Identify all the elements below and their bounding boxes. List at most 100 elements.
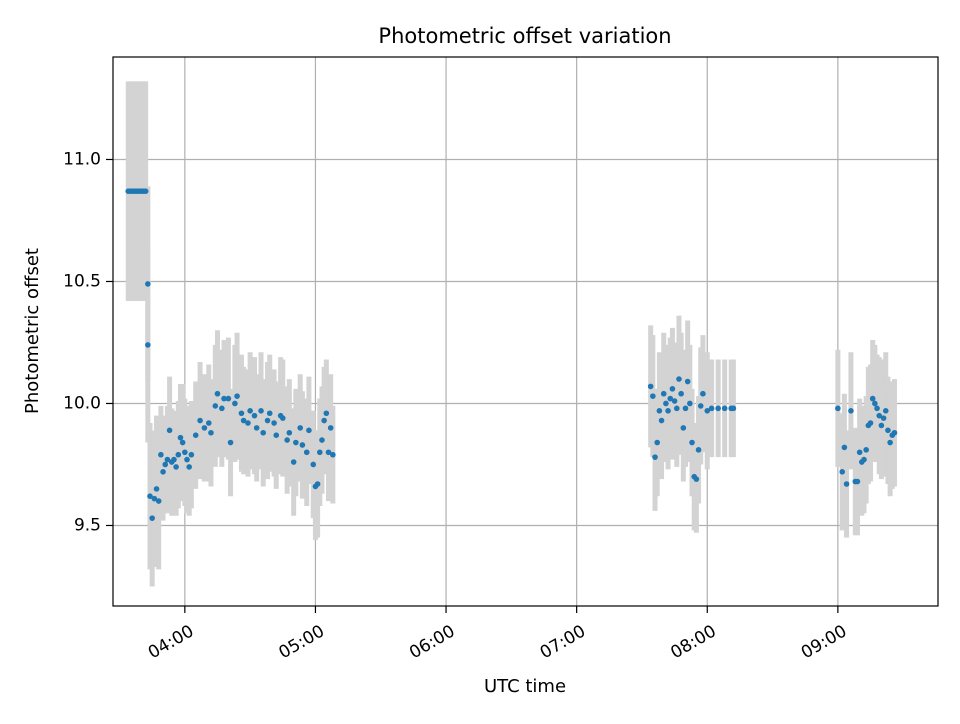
data-point: [153, 486, 160, 492]
data-point: [647, 383, 654, 390]
y-axis-label: Photometric offset: [22, 248, 43, 414]
grid-lines: [113, 57, 938, 606]
data-point: [227, 439, 234, 446]
x-tick-label: 09:00: [798, 621, 850, 663]
data-point: [155, 498, 162, 504]
data-point: [182, 449, 188, 456]
data-point: [297, 425, 304, 431]
data-point: [654, 439, 660, 446]
data-point: [684, 378, 691, 385]
x-tick-label: 08:00: [667, 621, 719, 663]
data-point: [310, 461, 317, 468]
data-point: [658, 417, 665, 424]
data-point: [667, 395, 674, 402]
data-point: [856, 449, 863, 456]
y-tick-label: 10.5: [63, 271, 101, 291]
data-point: [284, 437, 290, 443]
data-point: [708, 405, 715, 412]
data-point: [299, 442, 306, 448]
data-point: [878, 422, 885, 429]
data-point: [680, 425, 687, 431]
data-point: [880, 415, 887, 421]
data-point: [314, 481, 321, 487]
data-point: [689, 439, 695, 446]
data-point: [142, 188, 149, 194]
data-point: [325, 449, 332, 456]
data-point: [149, 515, 155, 521]
data-point: [179, 439, 186, 446]
data-point: [219, 405, 225, 412]
data-point: [700, 390, 706, 397]
data-point: [279, 415, 286, 421]
data-point: [221, 395, 227, 402]
data-point: [286, 429, 293, 436]
data-point: [166, 427, 173, 434]
data-point: [293, 439, 299, 446]
data-point: [848, 408, 854, 414]
data-point: [665, 408, 671, 414]
data-point: [175, 451, 182, 458]
y-tick-label: 9.5: [74, 515, 101, 535]
data-point: [234, 393, 240, 399]
data-point: [319, 437, 325, 443]
x-tick-label: 07:00: [537, 621, 589, 663]
data-point: [238, 410, 245, 417]
data-point: [316, 449, 323, 456]
data-point: [656, 408, 663, 414]
data-point: [264, 417, 271, 424]
data-point: [258, 408, 264, 414]
x-tick-label: 06:00: [406, 621, 458, 663]
data-point: [214, 390, 221, 397]
plot-frame: [112, 56, 939, 607]
data-point: [205, 420, 212, 426]
data-point: [232, 400, 238, 407]
data-point: [323, 410, 330, 417]
data-point: [697, 403, 704, 409]
x-axis-label: UTC time: [484, 676, 566, 697]
data-point: [839, 469, 846, 475]
data-point: [867, 420, 874, 426]
data-point: [201, 425, 208, 431]
data-point: [887, 439, 893, 446]
data-point: [660, 390, 667, 397]
data-point: [188, 451, 195, 458]
data-point: [841, 444, 848, 451]
x-axis-ticks: 04:00 05:00 06:00 07:00 08:00 09:00: [145, 606, 850, 663]
data-point: [327, 425, 334, 431]
data-point: [671, 398, 678, 404]
data-point: [872, 400, 878, 407]
data-point: [208, 429, 214, 436]
data-point: [676, 376, 682, 382]
error-bars: [125, 81, 897, 587]
chart-title: Photometric offset variation: [378, 24, 671, 48]
data-point: [290, 459, 297, 465]
data-point: [652, 454, 658, 460]
data-point: [704, 408, 711, 414]
y-tick-label: 11.0: [63, 149, 101, 169]
data-point: [162, 461, 169, 468]
data-point: [184, 456, 190, 463]
data-point: [158, 451, 164, 458]
data-point: [164, 456, 171, 463]
data-point: [240, 417, 247, 424]
data-point: [863, 447, 869, 453]
data-point: [251, 412, 258, 419]
data-point: [730, 405, 737, 412]
y-tick-label: 10.0: [63, 393, 101, 413]
data-point: [171, 456, 177, 463]
data-point: [663, 400, 669, 407]
data-point: [173, 464, 179, 470]
data-point: [854, 478, 861, 485]
data-point: [669, 386, 676, 392]
data-point: [687, 400, 693, 407]
data-point: [253, 425, 260, 431]
data-point: [885, 427, 891, 434]
data-point: [197, 417, 203, 424]
data-point: [321, 417, 327, 424]
data-point: [874, 405, 880, 412]
data-point: [260, 429, 266, 436]
x-tick-label: 04:00: [145, 621, 197, 663]
x-tick-label: 05:00: [276, 621, 328, 663]
data-point: [186, 464, 192, 470]
